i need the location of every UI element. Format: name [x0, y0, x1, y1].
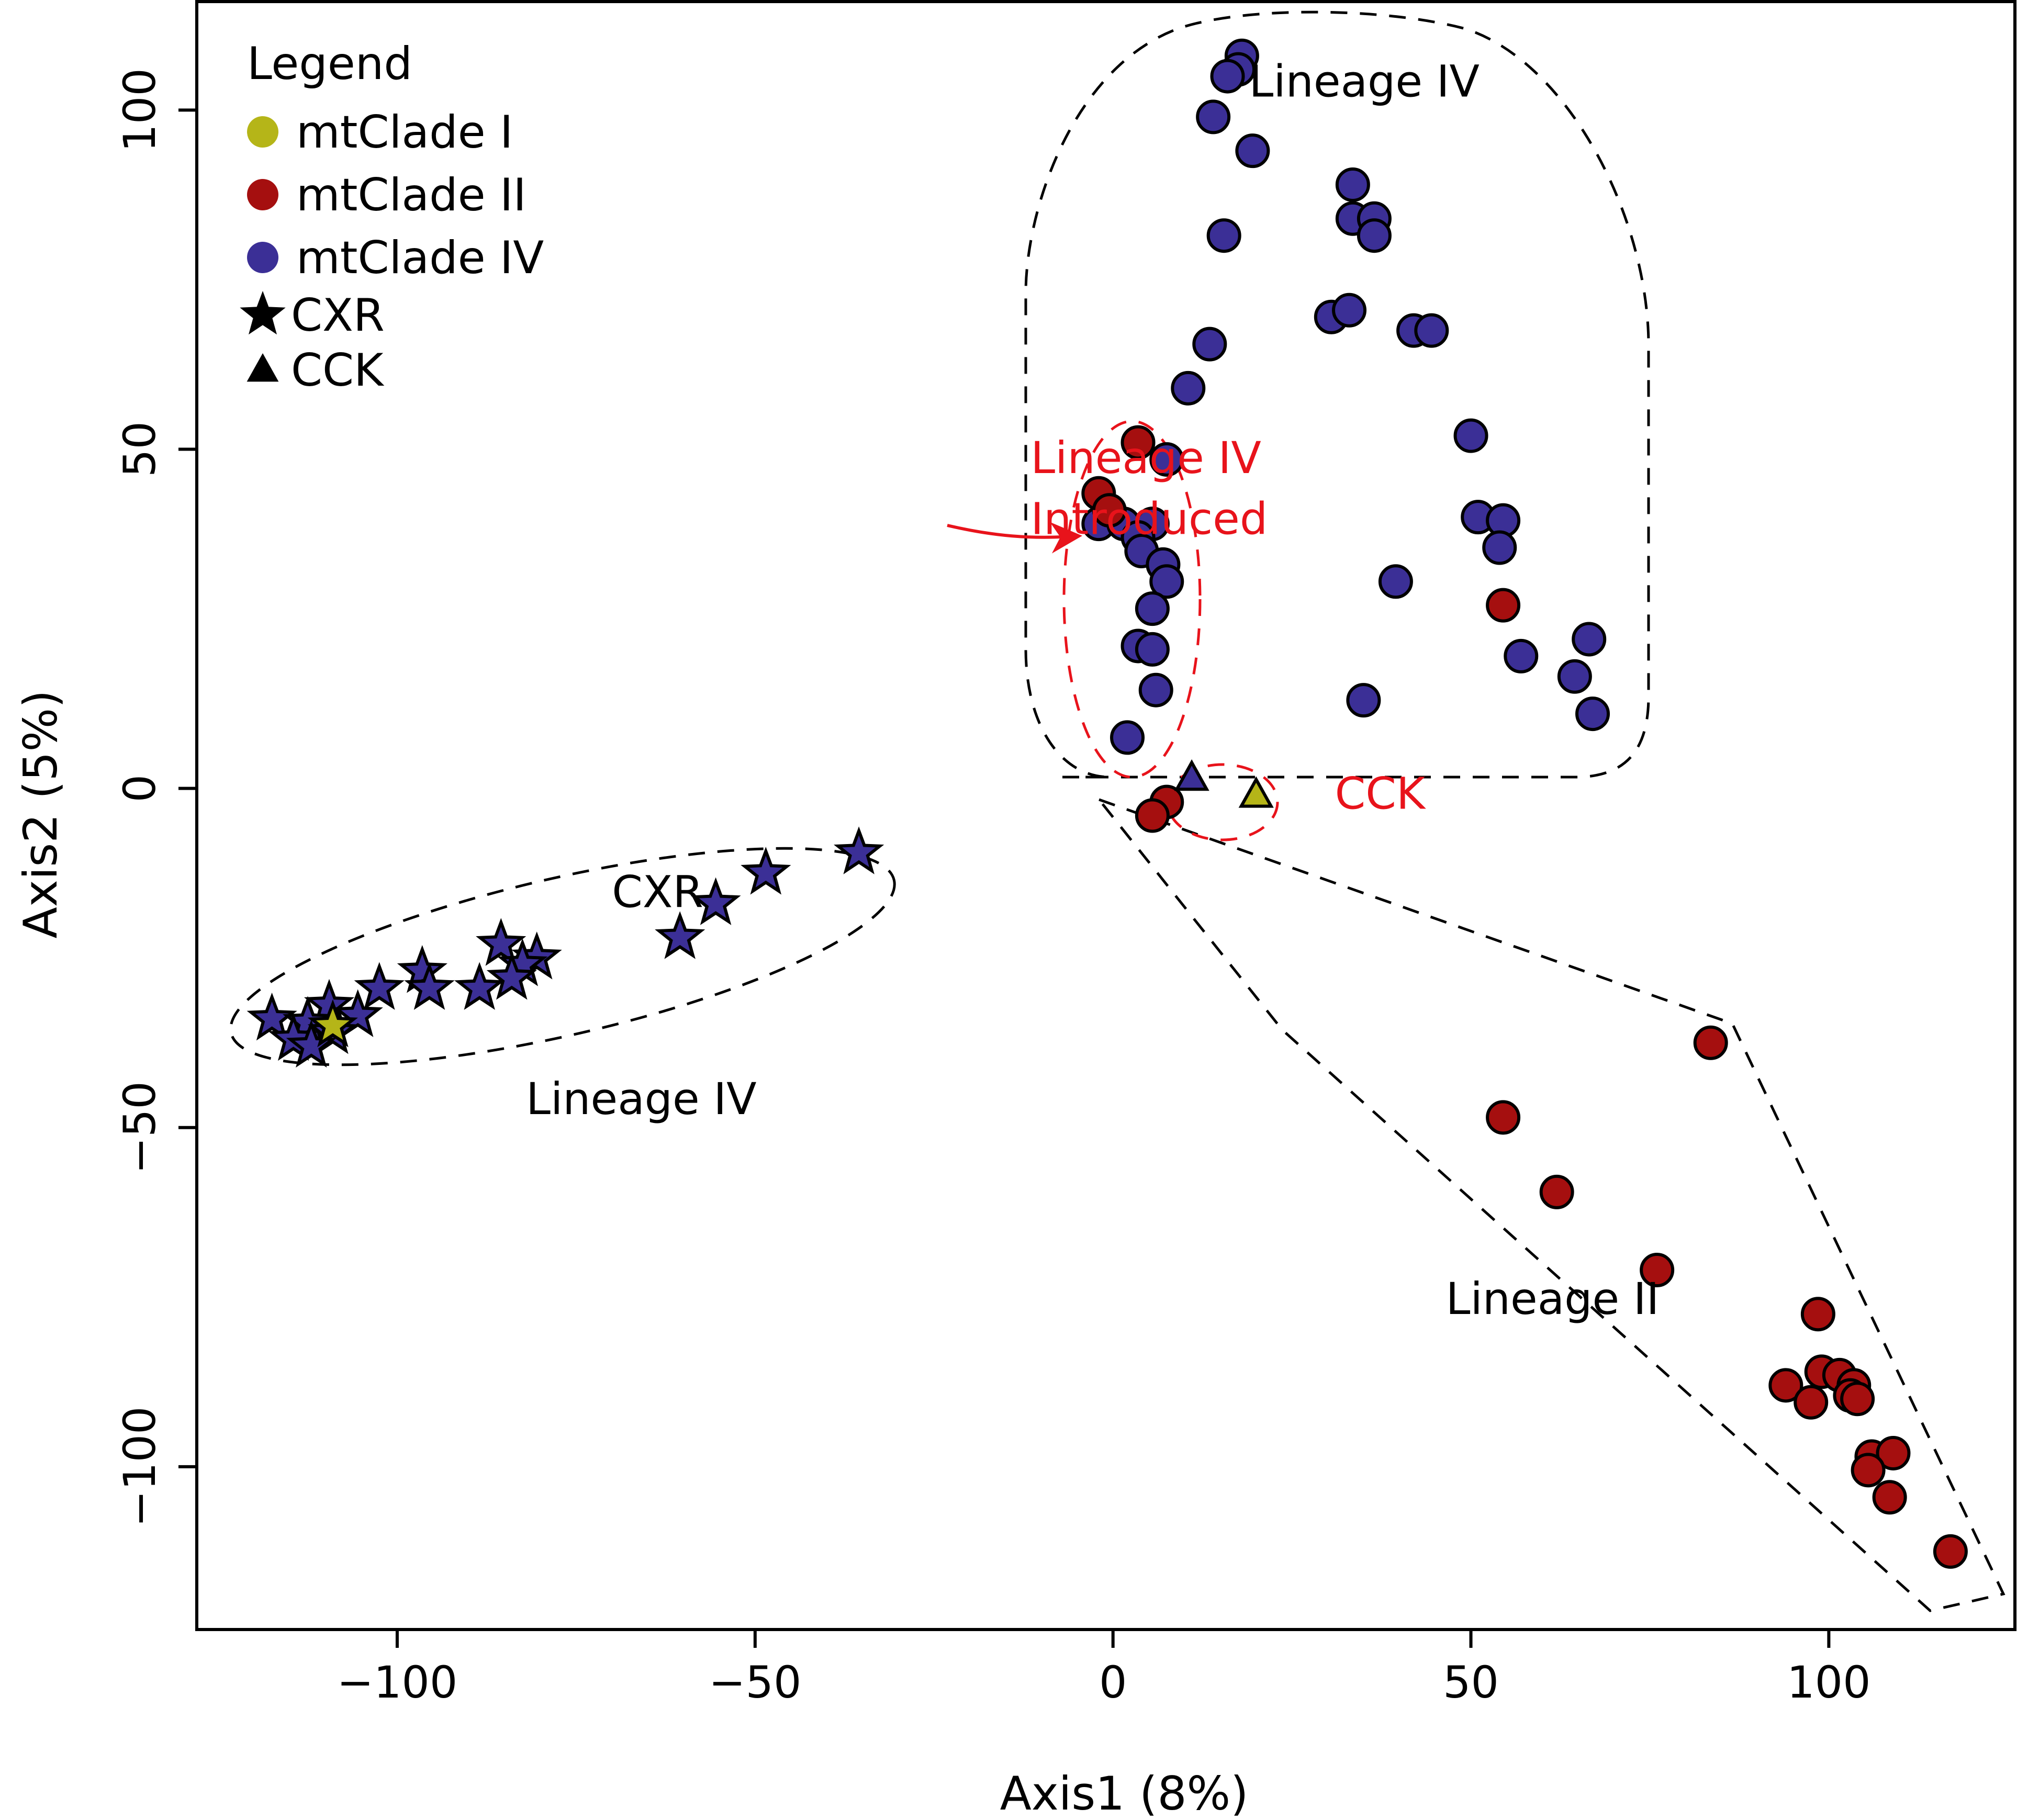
y-axis: −100 −50 0 50 100: [114, 68, 197, 1527]
legend-cck-marker: [246, 353, 279, 382]
outline-cxr: [229, 847, 896, 1066]
plot-frame: [195, 0, 2016, 1631]
point-mtclade-iv-cxr-stars: [486, 952, 537, 1000]
y-tick-label: −50: [114, 1081, 165, 1174]
point-mtclade-ii-circles: [1794, 1385, 1829, 1420]
annotation-lineage-iv: Lineage IV: [1249, 55, 1480, 107]
point-mtclade-iv-circles: [1149, 564, 1184, 599]
point-mtclade-iv-circles: [1357, 218, 1392, 253]
point-mtclade-iv-circles: [1192, 327, 1227, 362]
annotation-cxr: CXR: [612, 866, 703, 917]
point-mtclade-iv-circles: [1171, 370, 1206, 406]
point-mtclade-iv-cxr-stars: [655, 911, 705, 959]
point-mtclade-ii-circles: [1092, 493, 1127, 528]
legend-mtclade-iv-marker: [247, 242, 278, 273]
point-mtclade-ii-circles: [1486, 1100, 1521, 1135]
point-mtclade-ii-circles: [1693, 1025, 1728, 1060]
point-mtclade-iv-circles: [1346, 683, 1381, 718]
point-mtclade-iv-circles: [1332, 293, 1367, 328]
point-mtclade-ii-circles: [1872, 1480, 1907, 1515]
point-mtclade-iv-circles: [1206, 218, 1241, 253]
point-mtclade-ii-circles: [1640, 1252, 1675, 1287]
point-mtclade-i-cck-triangles: [1238, 776, 1274, 808]
x-tick-label: −100: [337, 1657, 458, 1708]
legend-mtclade-ii-marker: [247, 179, 278, 210]
point-mtclade-iv-circles: [1135, 632, 1170, 667]
legend-cxr-marker: [240, 291, 286, 335]
legend-mtclade-i-label: mtClade I: [296, 106, 513, 159]
lineage-outlines: [229, 10, 2005, 1612]
y-tick-label: 100: [114, 68, 165, 152]
point-mtclade-ii-circles: [1120, 425, 1156, 460]
legend-mtclade-iv-label: mtClade IV: [296, 232, 544, 284]
legend: Legend mtClade I mtClade II mtClade IVCXRC…: [240, 38, 544, 397]
annotation-cck: CCK: [1335, 768, 1426, 819]
point-mtclade-iv-circles: [1210, 59, 1245, 94]
point-mtclade-iv-cxr-stars: [354, 962, 405, 1010]
point-mtclade-iv-cxr-stars: [690, 877, 741, 925]
x-axis-title: Axis1 (8%): [1000, 1767, 1249, 1820]
legend-title: Legend: [247, 38, 412, 90]
legend-cck-label: CCK: [291, 344, 385, 397]
point-mtclade-ii-circles: [1135, 798, 1170, 833]
point-mtclade-ii-circles: [1768, 1368, 1803, 1403]
point-mtclade-ii-circles: [1851, 1453, 1886, 1488]
point-mtclade-ii-circles: [1840, 1381, 1875, 1417]
point-mtclade-iv-circles: [1335, 167, 1370, 202]
legend-mtclade-i-marker: [247, 116, 278, 148]
introduced-arrow: [947, 522, 1082, 554]
y-tick-label: 0: [114, 774, 165, 802]
point-mtclade-iv-circles: [1138, 672, 1173, 707]
data-points: [246, 38, 1968, 1569]
x-tick-label: −50: [709, 1657, 801, 1708]
point-mtclade-iv-circles: [1504, 638, 1539, 673]
point-mtclade-iv-circles: [1110, 720, 1145, 755]
legend-mtclade-ii-label: mtClade II: [296, 169, 526, 221]
annotation-lineage-iv: Lineage IV: [526, 1073, 756, 1125]
point-mtclade-iv-circles: [1235, 133, 1270, 168]
point-mtclade-iv-circles: [1135, 591, 1170, 626]
point-mtclade-iv-circles: [1575, 696, 1610, 732]
point-mtclade-ii-circles: [1800, 1297, 1835, 1332]
outline-lineage-iv-upper: [1024, 10, 1650, 779]
point-mtclade-iv-circles: [1149, 442, 1184, 477]
point-mtclade-iv-circles: [1572, 622, 1607, 657]
point-mtclade-iv-circles: [1378, 564, 1413, 599]
point-mtclade-iv-cxr-stars: [246, 992, 297, 1041]
point-mtclade-iv-cxr-stars: [404, 962, 455, 1010]
point-mtclade-iv-cxr-stars: [332, 989, 383, 1037]
point-mtclade-iv-cxr-stars: [834, 826, 884, 874]
annotation-introduced: Introduced: [1030, 493, 1268, 545]
y-tick-label: 50: [114, 421, 165, 477]
outline-lineage-ii: [1095, 796, 2005, 1612]
point-mtclade-iv-cxr-stars: [454, 962, 505, 1010]
x-tick-label: 50: [1443, 1657, 1499, 1708]
point-mtclade-ii-circles: [1876, 1435, 1911, 1470]
x-axis: −100 −50 0 50 100: [337, 1630, 1871, 1708]
annotations: Lineage IV Lineage IV Introduced CCK CXR Line…: [526, 55, 1659, 1324]
annotation-lineage-ii: Lineage II: [1446, 1273, 1660, 1324]
point-mtclade-i-cxr-stars: [307, 999, 358, 1048]
point-mtclade-ii-circles: [1933, 1534, 1968, 1569]
legend-cxr-label: CXR: [291, 289, 385, 342]
point-mtclade-iv-cck-triangles: [1174, 759, 1209, 791]
point-mtclade-iv-circles: [1196, 99, 1231, 134]
x-tick-label: 100: [1787, 1657, 1870, 1708]
point-mtclade-iv-cxr-stars: [741, 847, 791, 895]
point-mtclade-iv-cxr-stars: [476, 918, 526, 966]
point-mtclade-iv-circles: [1482, 530, 1517, 565]
point-mtclade-ii-circles: [1486, 588, 1521, 623]
point-mtclade-iv-circles: [1414, 313, 1449, 348]
point-mtclade-iv-circles: [1557, 659, 1592, 694]
point-mtclade-iv-circles: [1453, 418, 1488, 453]
point-mtclade-ii-circles: [1539, 1174, 1574, 1209]
outline-lineage-iv-introduced: [1062, 420, 1202, 779]
y-tick-label: −100: [114, 1407, 165, 1527]
x-tick-label: 0: [1099, 1657, 1127, 1708]
y-axis-title: Axis2 (5%): [14, 690, 68, 939]
annotation-lineage-iv: Lineage IV: [1030, 432, 1261, 484]
